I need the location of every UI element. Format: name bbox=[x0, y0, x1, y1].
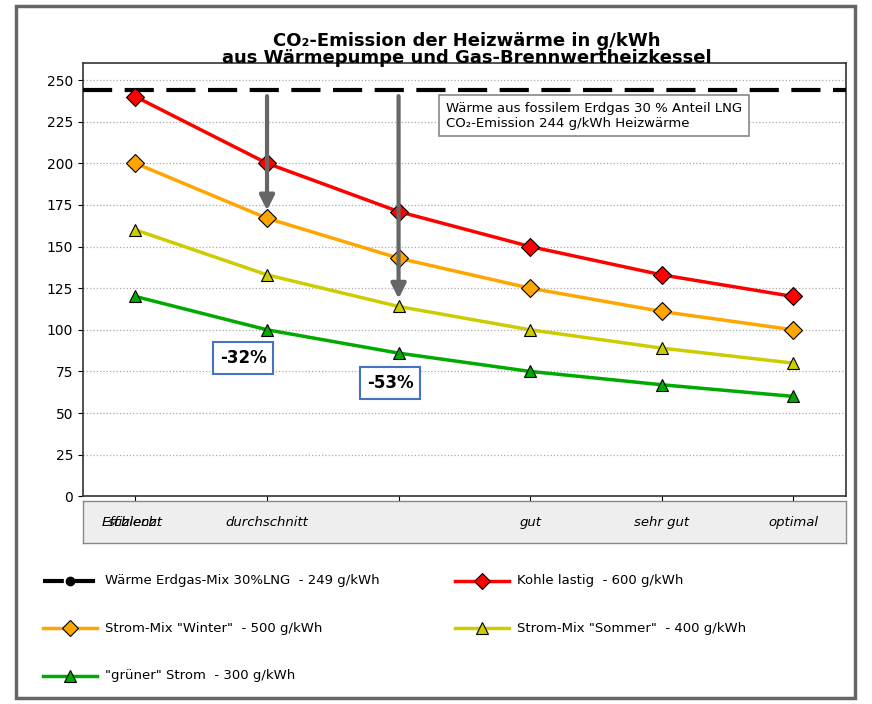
Text: CO₂-Emission der Heizwärme in g/kWh: CO₂-Emission der Heizwärme in g/kWh bbox=[273, 32, 660, 50]
Text: Strom-Mix "Sommer"  - 400 g/kWh: Strom-Mix "Sommer" - 400 g/kWh bbox=[517, 622, 746, 635]
Text: Strom-Mix "Winter"  - 500 g/kWh: Strom-Mix "Winter" - 500 g/kWh bbox=[106, 622, 323, 635]
Text: durchschnitt: durchschnitt bbox=[226, 516, 309, 529]
Text: schlecht: schlecht bbox=[108, 516, 163, 529]
Text: sehr gut: sehr gut bbox=[634, 516, 689, 529]
Text: -32%: -32% bbox=[220, 349, 267, 367]
Text: "grüner" Strom  - 300 g/kWh: "grüner" Strom - 300 g/kWh bbox=[106, 670, 296, 682]
Text: -53%: -53% bbox=[367, 374, 413, 392]
Text: gut: gut bbox=[519, 516, 542, 529]
Text: aus Wärmepumpe und Gas-Brennwertheizkessel: aus Wärmepumpe und Gas-Brennwertheizkess… bbox=[221, 49, 712, 68]
Text: Wärme aus fossilem Erdgas 30 % Anteil LNG
CO₂-Emission 244 g/kWh Heizwärme: Wärme aus fossilem Erdgas 30 % Anteil LN… bbox=[446, 101, 742, 130]
X-axis label: Wärmepumpe Jahresarbeitszahl (JAZ): Wärmepumpe Jahresarbeitszahl (JAZ) bbox=[303, 529, 625, 544]
Text: optimal: optimal bbox=[768, 516, 818, 529]
Text: Kohle lastig  - 600 g/kWh: Kohle lastig - 600 g/kWh bbox=[517, 574, 684, 587]
Text: Wärme Erdgas-Mix 30%LNG  - 249 g/kWh: Wärme Erdgas-Mix 30%LNG - 249 g/kWh bbox=[106, 574, 379, 587]
Text: Effizienz:: Effizienz: bbox=[102, 516, 162, 529]
